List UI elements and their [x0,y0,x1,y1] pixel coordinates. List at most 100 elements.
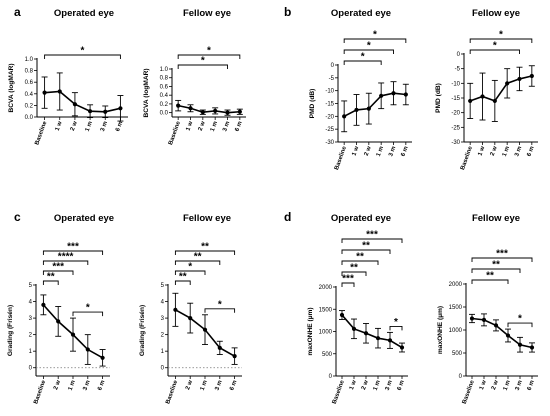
significance-label: * [499,30,503,41]
x-tick-label: 1 m [200,380,209,392]
x-tick-label: Baseline [168,120,182,146]
chart-b-operated: -30 -25 -20 -15 -10 -5 0 PMD (dB) Baseline 1 w 2 w… [309,30,412,171]
significance-label: *** [52,262,64,273]
significance-bracket [471,279,509,284]
y-axis-label: Grading (Frisén) [7,305,14,356]
y-tick-label: -15 [325,102,334,108]
panel-label-a: a [14,5,21,19]
y-tick-label: 1 [161,349,165,355]
data-point [118,106,123,111]
significance-bracket [343,38,407,43]
data-point [375,336,381,341]
significance-label: * [373,30,377,41]
significance-label: ** [194,252,202,263]
title-c-operated: Operated eye [54,213,114,224]
y-tick-label: 500 [322,352,333,358]
y-tick-label: 1500 [319,307,333,313]
y-tick-label: -30 [325,140,334,146]
x-tick-label: 1 m [85,121,94,133]
significance-bracket [389,325,403,331]
y-tick-label: -10 [451,81,460,87]
y-tick-label: -5 [329,76,335,82]
x-tick-label: 3 m [388,146,397,158]
x-tick-label: 1 m [502,146,511,158]
data-point [387,338,393,343]
x-tick-label: 3 m [222,121,231,133]
data-point [57,89,62,94]
y-tick-label: 0.8 [160,76,169,82]
significance-label: ** [362,241,370,252]
x-tick-label: 1 w [55,120,64,131]
y-tick-label: 500 [452,351,463,357]
y-tick-label: 5 [161,283,165,289]
data-point [391,91,396,96]
significance-label: * [361,52,365,63]
data-point [366,106,371,111]
significance-bracket [341,238,403,243]
y-tick-label: 0.6 [160,84,169,90]
y-tick-label: -20 [325,114,334,120]
x-tick-label: 2 w [491,379,500,390]
significance-bracket [177,54,241,59]
x-tick-label: 6 m [527,146,536,158]
significance-bracket [42,250,104,255]
data-point [481,317,487,322]
y-axis-label: PMD (dB) [435,83,442,113]
data-point [480,94,485,99]
chart-c-fellow: 0 1 2 3 4 5 Grading (Frisén) Baseline 2 w 1 m 3 m 6… [139,242,242,405]
x-tick-label: 1 w [351,145,360,156]
y-tick-label: -25 [451,125,460,131]
significance-bracket [174,270,206,275]
data-point [517,76,522,82]
x-tick-label: 3 m [514,146,523,158]
data-point [41,302,46,307]
significance-label: ** [47,272,55,283]
significance-bracket [471,268,521,273]
y-tick-label: 0 [331,63,335,69]
x-tick-label: Baseline [334,145,348,171]
data-point [70,332,76,337]
data-point [403,92,408,97]
x-tick-label: 1 w [349,379,358,390]
data-point [354,107,359,113]
x-tick-label: 2 w [364,145,373,156]
y-tick-label: 0.8 [25,69,34,75]
x-tick-label: 1 m [373,380,382,392]
y-axis-label: maxONHE (µm) [307,307,314,355]
y-tick-label: -20 [451,111,460,117]
x-tick-label: 3 m [100,121,109,133]
significance-label: **** [58,252,74,263]
significance-bracket [341,249,391,254]
data-point [103,109,108,114]
x-tick-label: 3 m [515,380,524,392]
data-point [237,109,242,114]
x-tick-label: 1 m [503,380,512,392]
significance-label: *** [342,274,354,285]
y-tick-label: -10 [325,89,334,95]
y-tick-label: 0 [457,52,461,58]
significance-bracket [341,282,355,287]
y-tick-label: -30 [451,140,460,146]
x-tick-label: Baseline [34,120,48,146]
significance-bracket [44,54,121,59]
significance-bracket [42,280,59,285]
x-tick-label: 1 m [210,121,219,133]
y-tick-label: 0 [29,366,33,372]
x-tick-label: 6 m [229,380,238,392]
data-point [505,81,510,86]
x-tick-label: 6 m [235,121,244,133]
data-point [505,333,511,338]
x-tick-label: 6 m [401,146,410,158]
y-tick-label: 0 [459,374,463,380]
x-tick-label: 1 m [376,146,385,158]
data-point [217,345,222,350]
y-tick-label: -5 [455,67,461,73]
panel-label-d: d [284,210,291,224]
title-c-fellow: Fellow eye [183,213,231,224]
data-point [42,90,47,95]
y-tick-label: 0.6 [25,80,34,86]
x-tick-label: 6 m [115,121,124,133]
